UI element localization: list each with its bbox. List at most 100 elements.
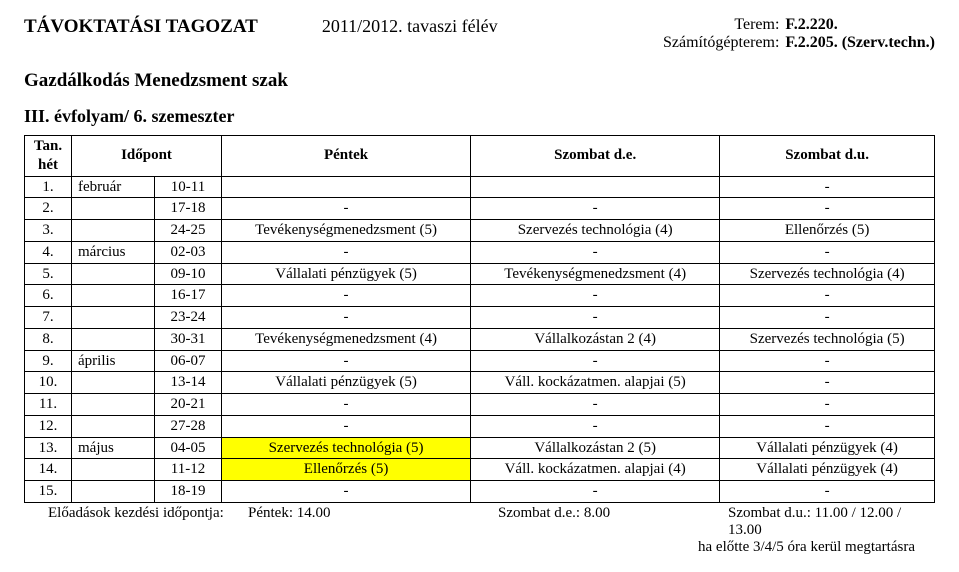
cell-month <box>72 198 155 220</box>
cell-num: 5. <box>25 263 72 285</box>
cell-sat-pm: - <box>720 307 935 329</box>
cell-num: 10. <box>25 372 72 394</box>
cell-sat-am: - <box>471 350 720 372</box>
cell-sat-am: - <box>471 481 720 503</box>
cell-friday: Ellenőrzés (5) <box>222 459 471 481</box>
cell-date: 23-24 <box>155 307 222 329</box>
footer-label: Előadások kezdési időpontja: <box>24 505 248 539</box>
cell-date: 27-28 <box>155 415 222 437</box>
cell-date: 13-14 <box>155 372 222 394</box>
cell-month <box>72 220 155 242</box>
cell-friday: Szervezés technológia (5) <box>222 437 471 459</box>
page-title: TÁVOKTATÁSI TAGOZAT <box>24 16 258 52</box>
schedule-table: Tan. hét Időpont Péntek Szombat d.e. Szo… <box>24 135 935 503</box>
cell-date: 24-25 <box>155 220 222 242</box>
cell-num: 1. <box>25 176 72 198</box>
cell-month <box>72 372 155 394</box>
footer-fri: Péntek: 14.00 <box>248 505 498 539</box>
cell-sat-pm: Vállalati pénzügyek (4) <box>720 437 935 459</box>
cell-friday: - <box>222 481 471 503</box>
cell-num: 7. <box>25 307 72 329</box>
cell-sat-pm: - <box>720 285 935 307</box>
cell-sat-am <box>471 176 720 198</box>
cell-friday <box>222 176 471 198</box>
table-row: 2.17-18--- <box>25 198 935 220</box>
cell-date: 20-21 <box>155 394 222 416</box>
cell-month: május <box>72 437 155 459</box>
cell-month <box>72 394 155 416</box>
year-label: III. évfolyam/ 6. szemeszter <box>24 106 935 127</box>
cell-sat-am: Vállalkozástan 2 (4) <box>471 328 720 350</box>
cell-date: 06-07 <box>155 350 222 372</box>
cell-num: 9. <box>25 350 72 372</box>
table-row: 14. 11-12Ellenőrzés (5)Váll. kockázatmen.… <box>25 459 935 481</box>
table-row: 4.március02-03--- <box>25 241 935 263</box>
col-num-header-l1: Tan. <box>31 137 65 156</box>
cell-date: 30-31 <box>155 328 222 350</box>
cell-month <box>72 459 155 481</box>
cell-sat-pm: Vállalati pénzügyek (4) <box>720 459 935 481</box>
cell-num: 14. <box>25 459 72 481</box>
cell-num: 12. <box>25 415 72 437</box>
cell-sat-pm: - <box>720 481 935 503</box>
footer-sat-pm: Szombat d.u.: 11.00 / 12.00 / 13.00 <box>728 505 935 539</box>
cell-month <box>72 307 155 329</box>
cell-num: 2. <box>25 198 72 220</box>
table-row: 7.23-24--- <box>25 307 935 329</box>
cell-date: 09-10 <box>155 263 222 285</box>
col-sat-pm-header: Szombat d.u. <box>720 136 935 177</box>
semester-label: 2011/2012. tavaszi félév <box>322 16 498 52</box>
col-num-header-l2: hét <box>31 156 65 175</box>
cell-friday: Tevékenységmenedzsment (5) <box>222 220 471 242</box>
table-row: 3.24-25Tevékenységmenedzsment (5)Szervez… <box>25 220 935 242</box>
cell-num: 15. <box>25 481 72 503</box>
cell-date: 10-11 <box>155 176 222 198</box>
cell-date: 18-19 <box>155 481 222 503</box>
cell-friday: - <box>222 415 471 437</box>
cell-sat-pm: - <box>720 350 935 372</box>
col-num-header: Tan. hét <box>25 136 72 177</box>
cell-sat-am: - <box>471 285 720 307</box>
cell-sat-am: - <box>471 415 720 437</box>
col-fri-header: Péntek <box>222 136 471 177</box>
cell-date: 16-17 <box>155 285 222 307</box>
cell-num: 13. <box>25 437 72 459</box>
table-row: 11.20-21--- <box>25 394 935 416</box>
cell-num: 11. <box>25 394 72 416</box>
cell-date: 02-03 <box>155 241 222 263</box>
table-row: 13.május04-05Szervezés technológia (5) Vá… <box>25 437 935 459</box>
cell-month: április <box>72 350 155 372</box>
cell-date: 11-12 <box>155 459 222 481</box>
cell-num: 6. <box>25 285 72 307</box>
cell-month <box>72 263 155 285</box>
cell-sat-pm: - <box>720 372 935 394</box>
cell-sat-am: - <box>471 394 720 416</box>
cell-friday: Tevékenységmenedzsment (4) <box>222 328 471 350</box>
cell-sat-am: Váll. kockázatmen. alapjai (4) <box>471 459 720 481</box>
lab-value: F.2.205. (Szerv.techn.) <box>785 34 935 52</box>
cell-sat-pm: Ellenőrzés (5) <box>720 220 935 242</box>
cell-sat-pm: - <box>720 176 935 198</box>
col-sat-am-header: Szombat d.e. <box>471 136 720 177</box>
room-value: F.2.220. <box>785 16 837 34</box>
table-row: 10.13-14Vállalati pénzügyek (5)Váll. koc… <box>25 372 935 394</box>
cell-sat-pm: Szervezés technológia (5) <box>720 328 935 350</box>
cell-sat-am: - <box>471 198 720 220</box>
cell-sat-am: - <box>471 307 720 329</box>
cell-friday: - <box>222 285 471 307</box>
footer-sat-am: Szombat d.e.: 8.00 <box>498 505 728 539</box>
cell-friday: - <box>222 350 471 372</box>
col-time-header: Időpont <box>72 136 222 177</box>
table-row: 1.február10-11- <box>25 176 935 198</box>
table-header-row: Tan. hét Időpont Péntek Szombat d.e. Szo… <box>25 136 935 177</box>
table-row: 5.09-10Vállalati pénzügyek (5)Tevékenysé… <box>25 263 935 285</box>
cell-sat-pm: - <box>720 394 935 416</box>
cell-month <box>72 481 155 503</box>
table-row: 9.április06-07--- <box>25 350 935 372</box>
cell-num: 8. <box>25 328 72 350</box>
cell-friday: Vállalati pénzügyek (5) <box>222 263 471 285</box>
table-row: 12.27-28--- <box>25 415 935 437</box>
cell-month <box>72 415 155 437</box>
cell-date: 04-05 <box>155 437 222 459</box>
major-label: Gazdálkodás Menedzsment szak <box>24 70 935 92</box>
